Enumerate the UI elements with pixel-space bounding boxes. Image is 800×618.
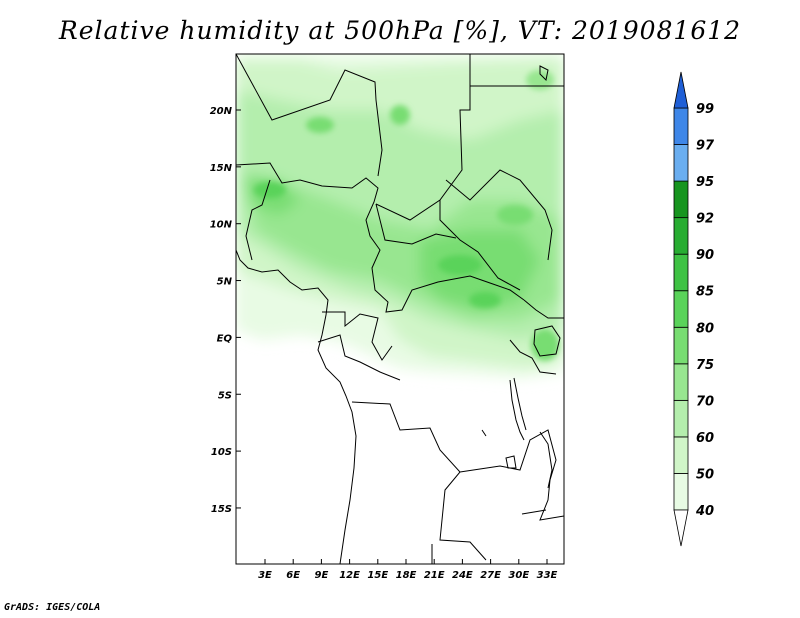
lat-tick-label: 10N <box>210 220 233 231</box>
map-title: Relative humidity at 500hPa [%], VT: 201… <box>58 16 742 45</box>
colorbar-segment <box>673 107 689 145</box>
lon-tick-label: 6E <box>286 570 300 581</box>
colorbar-min-arrow <box>673 509 689 547</box>
border <box>509 339 557 375</box>
humidity-core <box>438 255 482 275</box>
colorbar-label: 92 <box>696 212 714 227</box>
lon-tick-label: 12E <box>339 570 360 581</box>
lon-tick-label: 3E <box>258 570 272 581</box>
colorbar-label: 85 <box>696 285 714 300</box>
colorbar-segment <box>673 144 689 182</box>
colorbar-segment <box>673 180 689 219</box>
border <box>445 169 553 261</box>
lat-tick-label: 10S <box>211 447 232 458</box>
border <box>245 179 271 261</box>
colorbar-max-arrow <box>673 71 689 109</box>
humidity-core <box>469 292 501 308</box>
humidity-core <box>306 117 334 133</box>
border <box>317 334 401 381</box>
colorbar-label: 60 <box>696 431 714 446</box>
colorbar-label: 75 <box>696 358 714 373</box>
lat-tick-label: 15S <box>211 504 232 515</box>
lat-tick-label: 20N <box>210 106 233 117</box>
border <box>375 54 471 221</box>
lake-tanganyika <box>509 377 527 441</box>
lon-tick-label: 24E <box>452 570 473 581</box>
border <box>236 162 525 313</box>
border <box>236 54 383 177</box>
lat-tick-label: 5N <box>217 277 233 288</box>
border <box>322 311 393 361</box>
colorbar-segment <box>673 436 689 474</box>
lake-malawi <box>539 431 553 489</box>
border <box>439 200 521 291</box>
lat-tick-label: 5S <box>218 390 232 401</box>
border <box>459 429 564 521</box>
humidity-core <box>497 205 533 225</box>
colorbar-segment <box>673 399 689 438</box>
colorbar-segment <box>673 363 689 401</box>
colorbar-segment <box>673 473 689 511</box>
lat-tick-label: EQ <box>217 333 233 344</box>
grads-credit: GrADS: IGES/COLA <box>4 602 101 613</box>
colorbar-label: 97 <box>696 139 715 154</box>
border <box>351 401 487 561</box>
colorbar-label: 95 <box>696 175 714 190</box>
lon-tick-label: 9E <box>315 570 329 581</box>
lon-tick-label: 21E <box>424 570 445 581</box>
map-frame <box>235 53 565 565</box>
lake-victoria <box>533 325 561 357</box>
colorbar-label: 80 <box>696 321 714 336</box>
lake <box>481 429 547 515</box>
lon-tick-label: 15E <box>367 570 388 581</box>
humidity-field <box>236 54 564 378</box>
colorbar-segment <box>673 326 689 365</box>
colorbar-label: 40 <box>695 504 714 519</box>
humidity-core <box>254 182 286 198</box>
humidity-core <box>390 105 410 125</box>
border <box>523 299 564 319</box>
borders <box>236 54 564 564</box>
colorbar-label: 90 <box>696 248 714 263</box>
colorbar-segment <box>673 217 689 255</box>
border <box>375 203 457 245</box>
lon-tick-label: 30E <box>508 570 529 581</box>
island <box>539 65 549 82</box>
coastline <box>236 249 357 564</box>
latitude-axis: 20N 15N 10N 5N EQ 5S 10S 15S <box>210 106 241 515</box>
colorbar-segment <box>673 290 689 328</box>
colorbar-segment <box>673 253 689 292</box>
longitude-axis: 3E 6E 9E 12E 15E 18E 21E 24E 27E 30E 33E <box>258 559 558 581</box>
colorbar-label: 50 <box>696 467 714 482</box>
colorbar-label: 99 <box>696 102 714 117</box>
lat-tick-label: 15N <box>210 163 233 174</box>
lon-tick-label: 18E <box>396 570 417 581</box>
lake-mweru <box>505 455 517 469</box>
colorbar: 40 50 60 70 75 80 85 90 92 95 97 99 <box>673 71 715 547</box>
lon-tick-label: 33E <box>537 570 558 581</box>
colorbar-label: 70 <box>696 394 714 409</box>
lon-tick-label: 27E <box>480 570 501 581</box>
